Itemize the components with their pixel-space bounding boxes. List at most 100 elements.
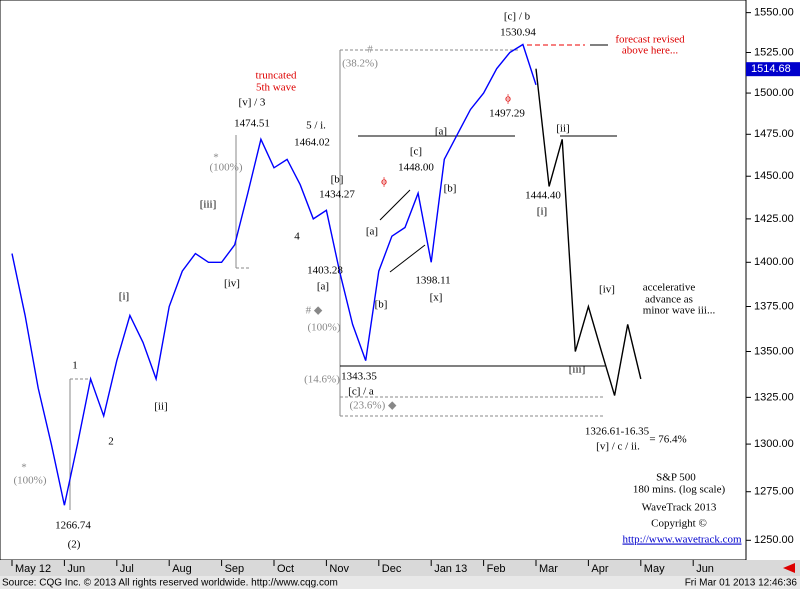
annotation: (2): [68, 539, 81, 551]
annotation: (23.6%) ◆: [350, 400, 397, 412]
annotation: [v] / c / ii.: [596, 441, 640, 453]
annotation: 1398.11: [415, 275, 450, 287]
y-tick-label: 1525.00: [754, 46, 794, 58]
annotation: [ii]: [556, 123, 569, 135]
annotation: ϕ: [505, 93, 511, 105]
source: Source: CQG Inc. © 2013 All rights reser…: [2, 578, 338, 589]
price-line: [11, 43, 537, 506]
annotation: [i]: [119, 291, 129, 303]
annotation: # ◆: [306, 305, 323, 317]
annotation: advance as: [645, 294, 693, 306]
annotation: 1474.51: [234, 118, 270, 130]
x-tick-label: Mar: [539, 563, 558, 575]
annotation: 4: [294, 231, 300, 243]
y-tick-label: 1250.00: [754, 534, 794, 546]
annotation: [iv]: [224, 278, 240, 290]
annotation: 1434.27: [319, 189, 355, 201]
annotation: 2: [108, 436, 114, 448]
annotation: [iv]: [599, 284, 615, 296]
annotation: 1497.29: [489, 108, 525, 120]
x-tick-label: Feb: [487, 563, 506, 575]
annotation: [v] / 3: [239, 97, 266, 109]
x-tick-label: Jun: [67, 563, 85, 575]
annotation: (100%): [210, 162, 243, 174]
last-price-box: [746, 62, 800, 77]
annotation: [b]: [444, 183, 457, 195]
annotation: [iii]: [200, 199, 217, 211]
annotation: [ii]: [154, 401, 167, 413]
x-tick-label: Apr: [591, 563, 608, 575]
price-line: [535, 68, 642, 396]
annotation: 1403.28: [307, 265, 343, 277]
annotation: WaveTrack 2013: [642, 502, 717, 514]
x-tick-label: Oct: [277, 563, 294, 575]
annotation: above here...: [622, 45, 678, 57]
x-tick-label: Sep: [225, 563, 245, 575]
annotation: 5th wave: [256, 82, 296, 94]
y-tick-label: 1550.00: [754, 7, 794, 19]
annotation: [iii]: [569, 364, 586, 376]
x-tick-label: Aug: [172, 563, 192, 575]
y-tick-label: 1500.00: [754, 87, 794, 99]
x-tick-label: Jun: [696, 563, 714, 575]
x-tick-label: Dec: [382, 563, 402, 575]
x-tick-label: Jan 13: [434, 563, 467, 575]
annotation: 5 / i.: [306, 120, 326, 132]
y-tick-label: 1275.00: [754, 486, 794, 498]
annotation: [c] / b: [504, 11, 531, 23]
annotation: [c] / a: [348, 386, 374, 398]
x-axis-band: [0, 560, 800, 576]
annotation: = 76.4%: [649, 434, 686, 446]
annotation: ϕ: [381, 176, 387, 188]
y-tick-label: 1450.00: [754, 170, 794, 182]
annotation: 1448.00: [398, 162, 434, 174]
annotation: 1530.94: [500, 27, 536, 39]
y-tick-label: 1325.00: [754, 391, 794, 403]
annotation: (14.6%): [304, 374, 340, 386]
footer-band: [0, 576, 800, 589]
y-tick-label: 1475.00: [754, 128, 794, 140]
annotation: minor wave iii...: [643, 305, 716, 317]
last-price-label: 1514.68: [751, 63, 791, 75]
timestamp: Fri Mar 01 2013 12:46:36: [685, 578, 798, 589]
x-tick-label: May 12: [15, 563, 51, 575]
annotation: [b]: [331, 174, 344, 186]
annotation: 180 mins. (log scale): [633, 484, 726, 496]
annotation: 1266.74: [55, 520, 91, 532]
y-tick-label: 1375.00: [754, 300, 794, 312]
x-tick-label: Nov: [329, 563, 349, 575]
annotation: S&P 500: [656, 472, 696, 484]
y-tick-label: 1300.00: [754, 438, 794, 450]
annotation: (38.2%): [342, 58, 378, 70]
annotation: accelerative: [643, 282, 696, 294]
annotation: 1444.40: [525, 190, 561, 202]
guide-line: [379, 189, 411, 221]
scroll-arrow[interactable]: [783, 563, 795, 573]
annotation: (100%): [308, 322, 341, 334]
plot-frame: [0, 0, 747, 561]
annotation: [i]: [537, 206, 547, 218]
annotation: forecast revised: [615, 34, 685, 46]
y-tick-label: 1425.00: [754, 213, 794, 225]
annotation: [a]: [366, 226, 378, 238]
annotation: Copyright ©: [651, 518, 707, 530]
annotation: truncated: [256, 70, 297, 82]
annotation: (100%): [14, 475, 47, 487]
x-tick-label: May: [644, 563, 665, 575]
guide-line: [389, 244, 426, 273]
annotation: 1: [72, 360, 78, 372]
annotation: [x]: [430, 292, 443, 304]
annotation: [a]: [435, 126, 447, 138]
annotation: #: [367, 44, 373, 56]
annotation: 1326.61-16.35: [585, 426, 650, 438]
annotation: 1464.02: [294, 137, 330, 149]
x-tick-label: Jul: [120, 563, 134, 575]
annotation: [b]: [375, 299, 388, 311]
annotation: http://www.wavetrack.com: [622, 534, 741, 546]
y-tick-label: 1400.00: [754, 256, 794, 268]
annotation: *: [21, 462, 27, 474]
annotation: 1343.35: [341, 371, 377, 383]
annotation: *: [213, 152, 219, 164]
y-tick-label: 1350.00: [754, 345, 794, 357]
